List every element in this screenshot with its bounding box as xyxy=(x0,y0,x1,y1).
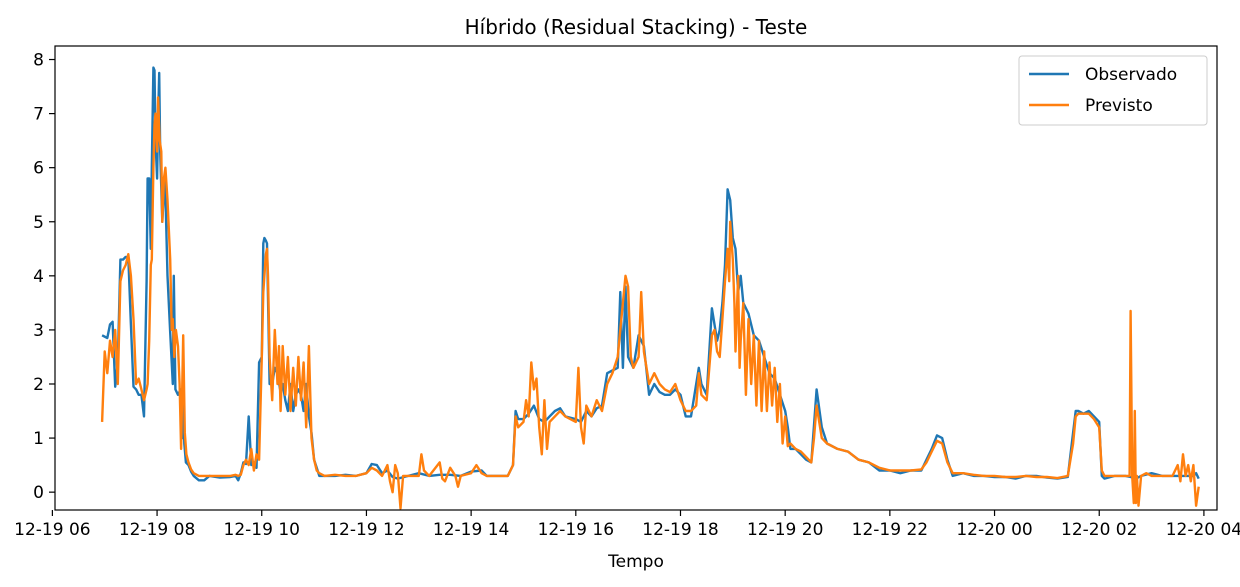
y-tick-label: 2 xyxy=(33,375,44,395)
x-tick-label: 12-19 08 xyxy=(119,520,195,540)
x-tick-label: 12-19 14 xyxy=(433,520,509,540)
series-layer xyxy=(100,66,1200,510)
y-tick-label: 0 xyxy=(33,483,44,503)
y-tick-label: 1 xyxy=(33,429,44,449)
legend-label: Previsto xyxy=(1085,96,1153,116)
legend-label: Observado xyxy=(1085,65,1177,85)
x-tick-label: 12-20 02 xyxy=(1061,520,1137,540)
x-tick-label: 12-20 04 xyxy=(1166,520,1240,540)
y-tick-label: 7 xyxy=(33,105,44,125)
chart-title: Híbrido (Residual Stacking) - Teste xyxy=(465,15,808,39)
x-tick-label: 12-19 12 xyxy=(328,520,404,540)
y-tick-label: 4 xyxy=(33,267,44,287)
x-axis-label: Tempo xyxy=(607,552,664,572)
y-tick-label: 8 xyxy=(33,51,44,71)
x-tick-label: 12-19 18 xyxy=(642,520,718,540)
x-tick-label: 12-19 22 xyxy=(852,520,928,540)
x-tick-label: 12-19 16 xyxy=(538,520,614,540)
x-tick-label: 12-19 10 xyxy=(224,520,300,540)
x-tick-label: 12-19 06 xyxy=(14,520,90,540)
x-tick-label: 12-19 20 xyxy=(747,520,823,540)
legend: Observado Previsto xyxy=(1018,55,1208,126)
plot-frame xyxy=(54,45,1218,511)
y-tick-label: 3 xyxy=(33,321,44,341)
y-axis: 0 1 2 3 4 5 6 7 8 xyxy=(33,51,55,503)
series-line-observado xyxy=(101,66,1200,482)
y-tick-label: 5 xyxy=(33,213,44,233)
series-line-previsto xyxy=(100,96,1200,510)
x-axis: 12-19 06 12-19 08 12-19 10 12-19 12 12-19 14… xyxy=(14,510,1240,540)
y-tick-label: 6 xyxy=(33,159,44,179)
x-tick-label: 12-20 00 xyxy=(956,520,1032,540)
